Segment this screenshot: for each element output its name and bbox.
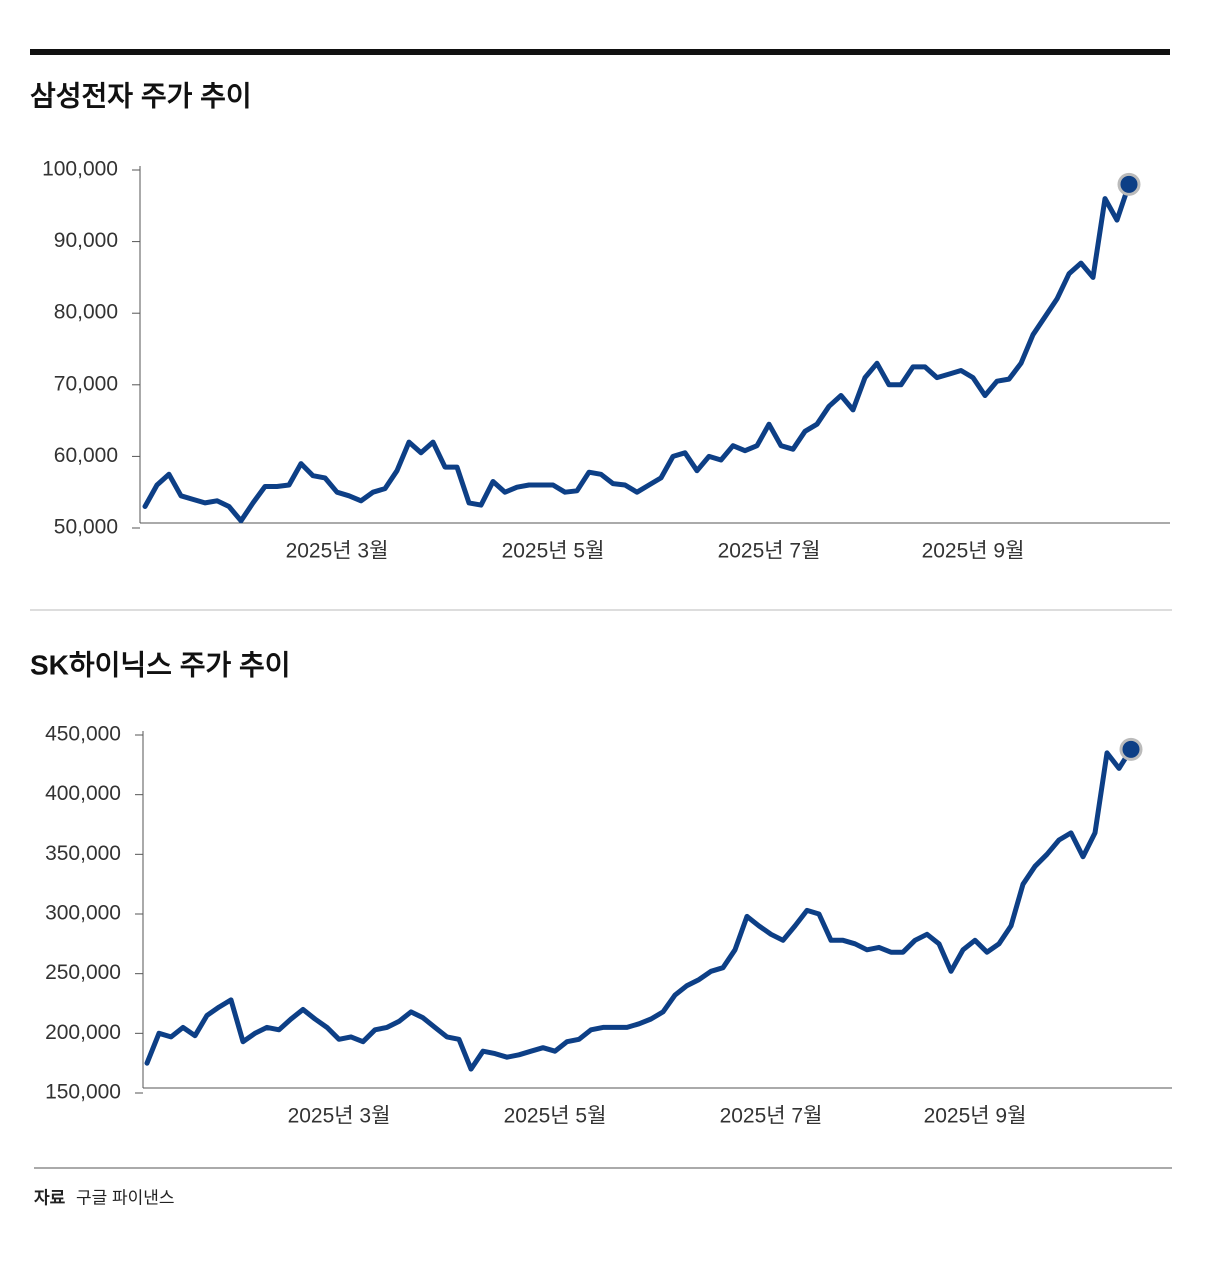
y-tick-label: 60,000 xyxy=(54,444,118,467)
price-line xyxy=(142,181,1132,524)
x-tick-label: 2025년 3월 xyxy=(286,540,389,563)
y-tick-label: 250,000 xyxy=(45,961,121,984)
y-tick-label: 400,000 xyxy=(45,782,121,805)
y-tick-label: 150,000 xyxy=(45,1081,121,1104)
source-label: 자료 xyxy=(34,1188,66,1207)
x-tick-label: 2025년 7월 xyxy=(718,540,821,563)
y-tick-label: 90,000 xyxy=(54,229,118,252)
y-tick-label: 200,000 xyxy=(45,1021,121,1044)
y-tick-label: 350,000 xyxy=(45,842,121,865)
x-tick-label: 2025년 3월 xyxy=(288,1105,391,1128)
x-tick-label: 2025년 5월 xyxy=(502,540,605,563)
y-tick-label: 80,000 xyxy=(54,301,118,324)
y-tick-label: 50,000 xyxy=(54,516,118,539)
x-tick-label: 2025년 5월 xyxy=(504,1105,607,1128)
last-point xyxy=(1119,737,1143,761)
x-tick-label: 2025년 9월 xyxy=(922,540,1025,563)
chart-title: SK하이닉스 주가 추이 xyxy=(30,649,291,680)
top-rule xyxy=(30,49,1170,55)
last-point xyxy=(1117,172,1141,196)
source-text: 구글 파이낸스 xyxy=(76,1188,175,1207)
y-tick-label: 450,000 xyxy=(45,723,121,746)
price-line xyxy=(144,746,1134,1072)
y-tick-label: 100,000 xyxy=(42,158,118,181)
x-tick-label: 2025년 7월 xyxy=(720,1105,823,1128)
y-tick-label: 300,000 xyxy=(45,902,121,925)
y-tick-label: 70,000 xyxy=(54,372,118,395)
x-tick-label: 2025년 9월 xyxy=(924,1105,1027,1128)
chart-title: 삼성전자 주가 추이 xyxy=(30,80,252,111)
